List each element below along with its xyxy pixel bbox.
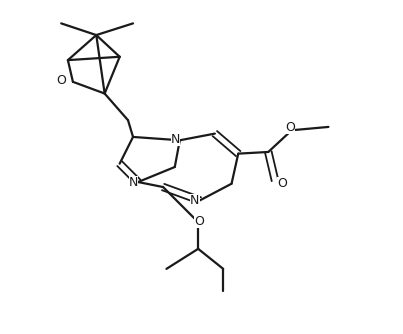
Text: N: N <box>129 176 138 189</box>
Text: O: O <box>277 177 287 189</box>
Text: O: O <box>56 74 66 87</box>
Text: O: O <box>194 215 204 228</box>
Text: N: N <box>171 133 180 146</box>
Text: O: O <box>285 122 295 134</box>
Text: N: N <box>190 194 199 207</box>
